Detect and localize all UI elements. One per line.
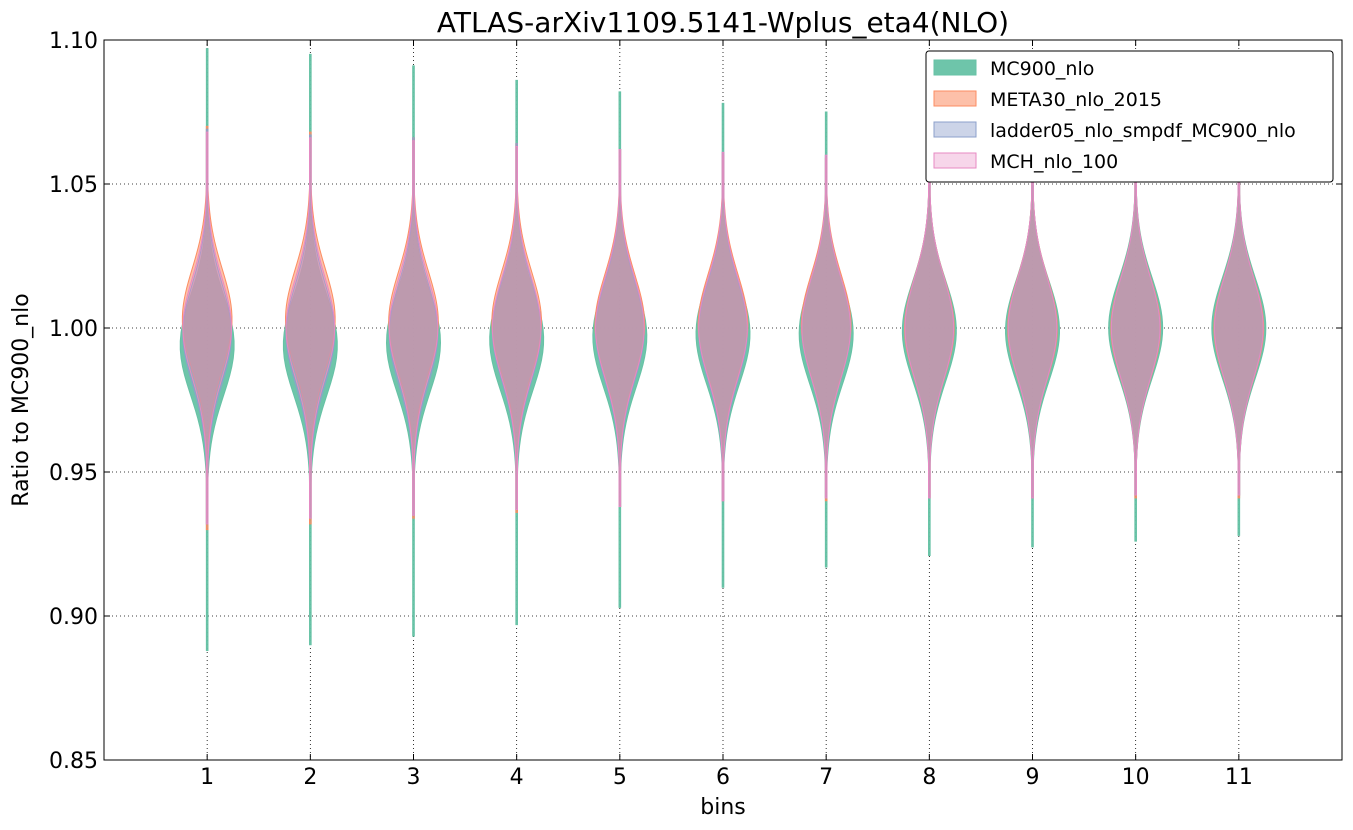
x-tick-label: 11 — [1225, 765, 1253, 790]
legend-swatch — [933, 90, 977, 107]
y-tick-label: 1.10 — [49, 29, 98, 54]
legend-box — [925, 50, 1334, 183]
x-tick-label: 1 — [200, 765, 214, 790]
x-tick-label: 9 — [1026, 765, 1040, 790]
x-axis-label: bins — [700, 795, 745, 820]
y-tick-label: 0.90 — [49, 605, 98, 630]
x-tick-label: 7 — [819, 765, 833, 790]
violin-MCH_nlo_100-bin-8 — [904, 157, 955, 499]
violin-ladder05_nlo_smpdf_MC900_nlo-bin-1 — [182, 128, 232, 525]
violin-MCH_nlo_100-bin-2 — [285, 137, 336, 519]
x-tick-label: 8 — [922, 765, 936, 790]
legend-label: MCH_nlo_100 — [990, 151, 1118, 173]
legend-label: MC900_nlo — [990, 58, 1094, 80]
legend-swatch — [933, 121, 977, 138]
legend: MC900_nlo META30_nlo_2015 ladder05_nlo_smp… — [925, 50, 1334, 183]
violin-MCH_nlo_100-bin-1 — [182, 131, 232, 525]
violin-MCH_nlo_100-bin-3 — [388, 140, 439, 516]
violin-MCH_nlo_100-bin-6 — [698, 151, 748, 502]
x-tick-label: 3 — [407, 765, 421, 790]
y-axis-label: Ratio to MC900_nlo — [9, 293, 34, 506]
chart-title: ATLAS-arXiv1109.5141-Wplus_eta4(NLO) — [437, 6, 1009, 39]
x-tick-label: 2 — [303, 765, 317, 790]
x-tick-label: 6 — [716, 765, 730, 790]
violin-ladder05_nlo_smpdf_MC900_nlo-bin-3 — [388, 137, 439, 516]
x-tick-label: 10 — [1122, 765, 1150, 790]
violin-MCH_nlo_100-bin-7 — [801, 154, 851, 499]
y-tick-label: 1.05 — [49, 173, 98, 198]
violin-ladder05_nlo_smpdf_MC900_nlo-bin-4 — [491, 143, 542, 510]
violin-META30_nlo_2015-bin-2 — [285, 131, 336, 525]
x-tick-label: 4 — [510, 765, 524, 790]
violin-ladder05_nlo_smpdf_MC900_nlo-bin-2 — [285, 134, 336, 519]
x-tick-label: 5 — [613, 765, 627, 790]
legend-label: ladder05_nlo_smpdf_MC900_nlo — [990, 120, 1296, 142]
violin-MCH_nlo_100-bin-9 — [1007, 160, 1058, 499]
y-tick-label: 0.85 — [49, 749, 98, 774]
legend-swatch — [933, 59, 977, 76]
violin-MCH_nlo_100-bin-5 — [595, 148, 645, 508]
x-axis: 1 2 3 4 5 6 7 8 9 10 11 — [200, 40, 1253, 790]
y-tick-label: 1.00 — [49, 317, 98, 342]
legend-swatch — [933, 152, 977, 169]
violin-META30_nlo_2015-bin-1 — [181, 125, 233, 531]
violin-MCH_nlo_100-bin-11 — [1214, 160, 1264, 496]
y-tick-label: 0.95 — [49, 461, 98, 486]
violin-MCH_nlo_100-bin-4 — [491, 146, 542, 510]
violins-layer — [179, 48, 1267, 652]
y-axis: 0.85 0.90 0.95 1.00 1.05 1.10 — [49, 29, 1342, 774]
violin-MCH_nlo_100-bin-10 — [1110, 160, 1161, 496]
legend-label: META30_nlo_2015 — [990, 89, 1162, 111]
